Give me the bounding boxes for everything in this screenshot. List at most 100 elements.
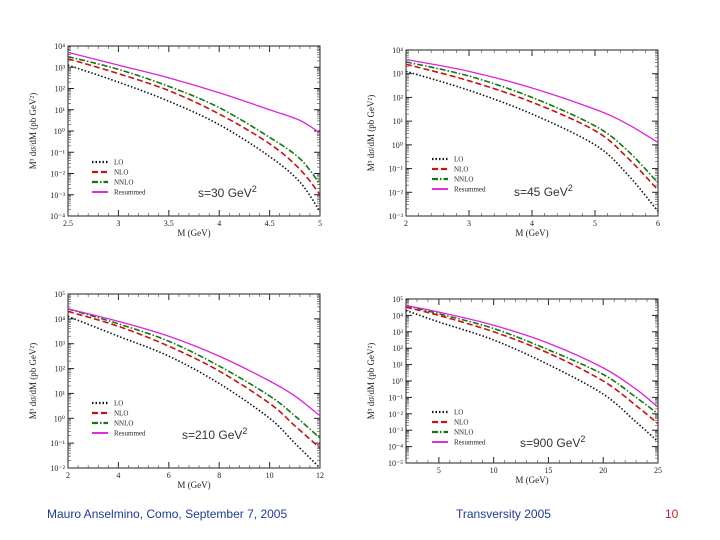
legend-label-lo: LO xyxy=(454,409,463,417)
legend-label-resummed: Resummed xyxy=(114,430,146,438)
page-number: 10 xyxy=(665,507,679,521)
y-tick-label: 10² xyxy=(55,85,66,94)
x-tick-label: 10 xyxy=(266,471,274,480)
chart-s210: 10⁻² 10⁻¹ 10⁰ 10¹ 10² 10³ 10⁴ 10⁵ 2 4 6 8 10 12 M (GeV… xyxy=(28,290,324,490)
legend-label-nlo: NLO xyxy=(454,419,468,427)
y-tick-label: 10¹ xyxy=(393,361,404,370)
x-tick-label: 5 xyxy=(318,219,322,228)
series-line-nnlo xyxy=(405,61,659,184)
legend-label-nlo: NLO xyxy=(114,169,128,177)
x-axis-label: M (GeV) xyxy=(515,475,548,485)
legend-label-nnlo: NNLO xyxy=(454,429,473,437)
x-tick-label: 5 xyxy=(593,219,597,228)
y-tick-label: 10⁻³ xyxy=(50,191,65,200)
series-line-nnlo xyxy=(67,308,321,439)
energy-label: s=30 GeV2 xyxy=(198,184,257,200)
legend-label-nlo: NLO xyxy=(114,410,128,418)
chart-panel-s30: 10⁻⁴ 10⁻³ 10⁻² 10⁻¹ 10⁰ 10¹ 10² 10³ 10⁴ 2.5 3 3.5 4 4… xyxy=(20,36,350,256)
chart-panel-s45: 10⁻³ 10⁻² 10⁻¹ 10⁰ 10¹ 10² 10³ 10⁴ 2 3 4 5 6 M (GeV) M… xyxy=(364,40,694,250)
series-line-resummed xyxy=(405,304,659,408)
y-tick-label: 10³ xyxy=(393,328,404,337)
x-tick-label: 4 xyxy=(530,219,534,228)
y-tick-label: 10⁻¹ xyxy=(50,439,65,448)
series-line-nlo xyxy=(405,306,659,425)
x-tick-label: 25 xyxy=(654,466,662,475)
y-tick-label: 10⁻¹ xyxy=(388,165,403,174)
y-tick-label: 10² xyxy=(55,365,66,374)
y-axis-label: M³ dσ/dM (pb GeV²) xyxy=(366,95,376,172)
series-line-resummed xyxy=(67,51,321,134)
series-line-nnlo xyxy=(405,304,659,415)
y-tick-label: 10¹ xyxy=(55,389,66,398)
y-tick-label: 10⁻² xyxy=(50,464,65,473)
y-axis-label: M³ dσ/dM (pb GeV²) xyxy=(366,343,376,420)
y-tick-label: 10¹ xyxy=(393,117,404,126)
y-tick-label: 10⁵ xyxy=(392,295,403,304)
y-tick-label: 10¹ xyxy=(55,106,66,115)
series-line-nnlo xyxy=(67,55,321,185)
x-tick-label: 3 xyxy=(116,219,120,228)
y-tick-label: 10⁻² xyxy=(50,170,65,179)
y-tick-label: 10⁴ xyxy=(392,46,403,55)
y-tick-label: 10³ xyxy=(393,70,404,79)
legend-label-resummed: Resummed xyxy=(114,189,146,197)
y-tick-label: 10⁵ xyxy=(54,290,65,299)
x-tick-label: 15 xyxy=(544,466,552,475)
energy-label: s=210 GeV2 xyxy=(182,426,247,442)
legend-label-resummed: Resummed xyxy=(454,186,486,194)
y-tick-label: 10⁻¹ xyxy=(388,393,403,402)
legend-label-lo: LO xyxy=(114,400,123,408)
y-tick-label: 10⁰ xyxy=(54,127,65,136)
author-name: Mauro Anselmino, xyxy=(47,507,147,521)
y-tick-label: 10⁴ xyxy=(54,315,65,324)
legend-label-nlo: NLO xyxy=(454,166,468,174)
chart-panel-s900: 10⁻⁵ 10⁻⁴ 10⁻³ 10⁻² 10⁻¹ 10⁰ 10¹ 10² 10³ 10⁴ 10⁵ 5 1… xyxy=(364,287,694,497)
y-axis-label: M³ dσ/dM (pb GeV²) xyxy=(28,343,38,420)
y-axis-label: M³ dσ/dM (pb GeV²) xyxy=(28,93,38,170)
y-tick-label: 10⁻³ xyxy=(388,212,403,221)
chart-s30: 10⁻⁴ 10⁻³ 10⁻² 10⁻¹ 10⁰ 10¹ 10² 10³ 10⁴ 2.5 3 3.5 4 4… xyxy=(28,42,322,238)
x-tick-label: 12 xyxy=(316,471,324,480)
author-location: Como, September 7, 2005 xyxy=(146,507,288,521)
y-tick-label: 10⁻⁵ xyxy=(388,459,403,468)
legend-label-nnlo: NNLO xyxy=(114,420,133,428)
x-tick-label: 2 xyxy=(66,471,70,480)
x-tick-label: 4 xyxy=(217,219,221,228)
y-tick-label: 10⁻⁴ xyxy=(388,443,403,452)
y-tick-label: 10³ xyxy=(55,63,66,72)
y-tick-label: 10⁻³ xyxy=(388,426,403,435)
series-line-resummed xyxy=(405,58,659,144)
legend-label-lo: LO xyxy=(114,159,123,167)
y-tick-label: 10⁻² xyxy=(388,188,403,197)
chart-s45: 10⁻³ 10⁻² 10⁻¹ 10⁰ 10¹ 10² 10³ 10⁴ 2 3 4 5 6 M (GeV) M… xyxy=(366,46,660,238)
x-tick-label: 10 xyxy=(490,466,498,475)
chart-panel-s210: 10⁻² 10⁻¹ 10⁰ 10¹ 10² 10³ 10⁴ 10⁵ 2 4 6 8 10 12 M (GeV… xyxy=(20,282,350,500)
series-line-lo xyxy=(67,315,321,469)
series-line-nlo xyxy=(67,57,321,196)
y-tick-label: 10⁰ xyxy=(54,414,65,423)
x-tick-label: 3.5 xyxy=(164,219,174,228)
x-axis-label: M (GeV) xyxy=(515,228,548,238)
x-tick-label: 3 xyxy=(467,219,471,228)
legend-label-nnlo: NNLO xyxy=(114,179,133,187)
series-line-resummed xyxy=(67,308,321,417)
y-tick-label: 10⁴ xyxy=(392,311,403,320)
chart-s900: 10⁻⁵ 10⁻⁴ 10⁻³ 10⁻² 10⁻¹ 10⁰ 10¹ 10² 10³ 10⁴ 10⁵ 5 1… xyxy=(366,295,662,485)
y-tick-label: 10⁴ xyxy=(54,42,65,51)
x-tick-label: 2.5 xyxy=(63,219,73,228)
plot-frame xyxy=(67,293,321,469)
x-tick-label: 4.5 xyxy=(265,219,275,228)
x-tick-label: 6 xyxy=(656,219,660,228)
plot-frame xyxy=(67,45,321,217)
footer-author: Mauro Anselmino, Como, September 7, 2005 xyxy=(47,507,287,521)
x-tick-label: 5 xyxy=(437,466,441,475)
y-tick-label: 10⁰ xyxy=(392,141,403,150)
legend-label-resummed: Resummed xyxy=(454,439,486,447)
x-axis-label: M (GeV) xyxy=(177,480,210,490)
energy-label: s=45 GeV2 xyxy=(514,183,573,199)
series-line-lo xyxy=(67,64,321,213)
energy-label: s=900 GeV2 xyxy=(520,434,585,450)
y-tick-label: 10² xyxy=(393,344,404,353)
x-tick-label: 6 xyxy=(167,471,171,480)
y-tick-label: 10⁻⁴ xyxy=(50,212,65,221)
